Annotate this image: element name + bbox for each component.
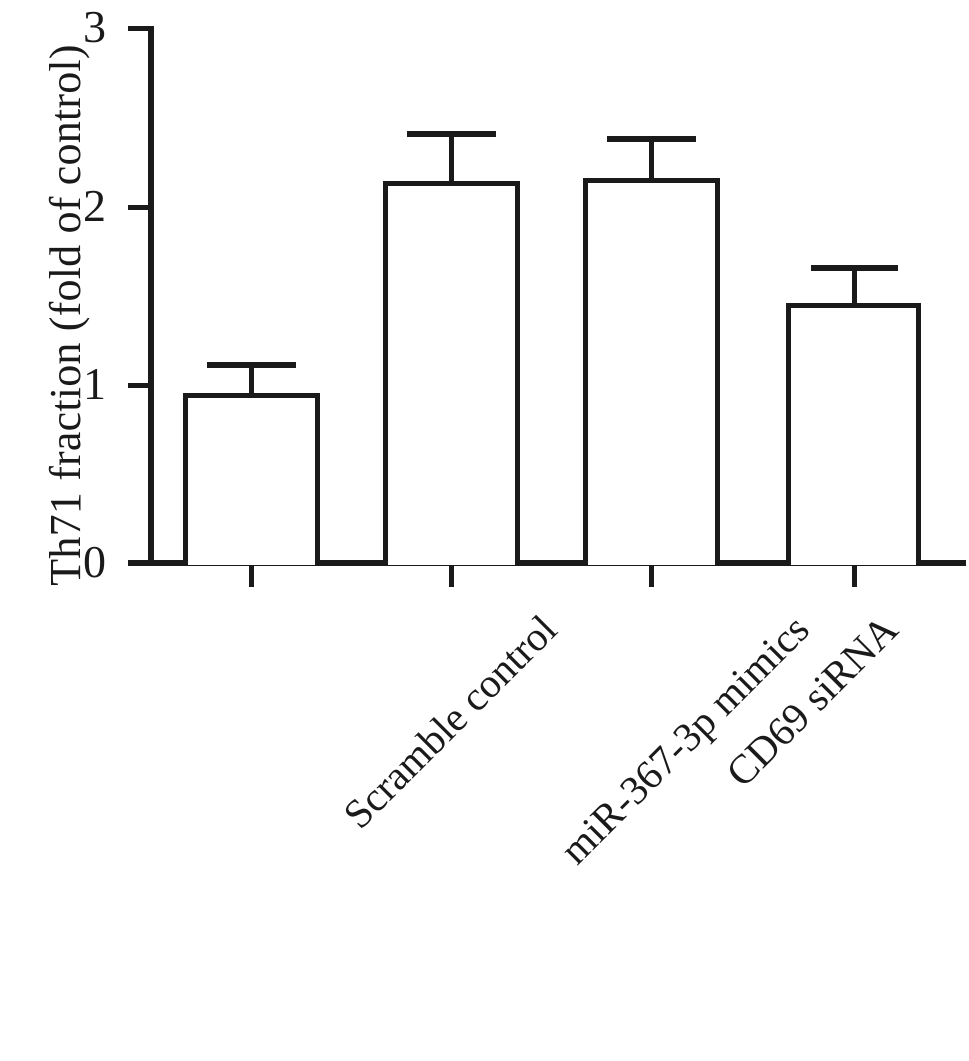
bar-mir-367-3p-pcdna3-cd69[interactable] xyxy=(786,303,921,565)
x-axis-tick-3 xyxy=(649,565,654,587)
bar-scramble-control[interactable] xyxy=(183,393,320,565)
x-axis-spine xyxy=(128,560,966,566)
y-axis-tick-3 xyxy=(128,26,150,31)
plot-area: Th71 fraction (fold of control) 3 2 1 0 xyxy=(41,1,966,587)
x-axis-tick-4 xyxy=(852,565,857,587)
y-axis-title: Th71 fraction (fold of control) xyxy=(41,44,90,586)
x-axis-tick-1 xyxy=(249,565,254,587)
y-axis-tick-2 xyxy=(128,205,150,210)
error-bar-cap-cd69-sirna xyxy=(607,136,696,142)
y-axis-tick-label-1: 1 xyxy=(83,358,106,409)
x-axis-label-scramble-control: Scramble control xyxy=(334,605,566,838)
bar-mir-367-3p-mimics[interactable] xyxy=(383,181,520,565)
y-axis-tick-label-2: 2 xyxy=(83,180,106,231)
error-bar-cap-mir-367-3p-mimics xyxy=(407,131,496,137)
y-axis-spine xyxy=(148,26,154,566)
y-axis-tick-label-3: 3 xyxy=(83,1,106,52)
y-axis-tick-0 xyxy=(128,560,150,565)
x-axis-tick-2 xyxy=(449,565,454,587)
error-bar-stem-cd69-sirna xyxy=(649,139,654,180)
bar-cd69-sirna[interactable] xyxy=(583,178,720,565)
error-bar-stem-mir-367-3p-mimics xyxy=(449,134,454,183)
y-axis-tick-1 xyxy=(128,383,150,388)
error-bar-stem-scramble-control xyxy=(249,365,254,395)
error-bar-stem-mir-367-3p-pcdna3-cd69 xyxy=(852,268,857,305)
y-axis-tick-label-0: 0 xyxy=(83,536,106,587)
error-bar-cap-mir-367-3p-pcdna3-cd69 xyxy=(811,265,898,271)
error-bar-cap-scramble-control xyxy=(207,362,296,368)
